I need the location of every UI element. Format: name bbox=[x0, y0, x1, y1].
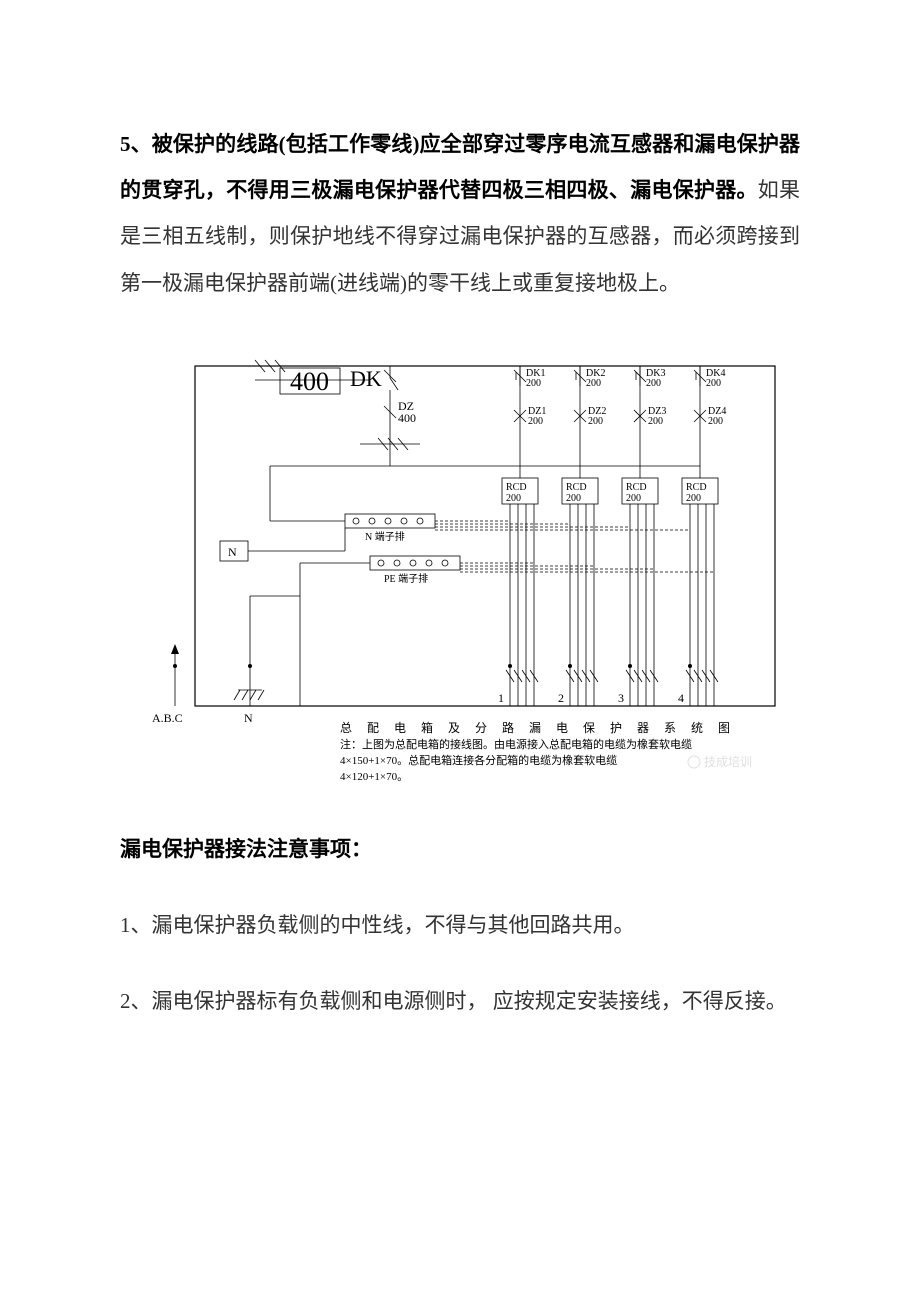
svg-text:2: 2 bbox=[558, 691, 564, 705]
diagram-caption-note3: 4×120+1×70。 bbox=[340, 771, 408, 783]
note-1: 1、漏电保护器负载侧的中性线，不得与其他回路共用。 bbox=[120, 902, 800, 948]
main-dk-switch bbox=[384, 366, 398, 402]
watermark: 技成培训 bbox=[688, 754, 752, 769]
section-heading-notes: 漏电保护器接法注意事项： bbox=[120, 826, 800, 872]
svg-text:PE 端子排: PE 端子排 bbox=[384, 572, 428, 585]
svg-text:RCD: RCD bbox=[626, 482, 647, 493]
cabinet-outline bbox=[195, 366, 775, 706]
svg-text:200: 200 bbox=[566, 493, 581, 504]
incoming-phase-top bbox=[255, 360, 285, 372]
para1-bold: 5、被保护的线路(包括工作零线)应全部穿过零序电流互感器和漏电保护器的贯穿孔，不… bbox=[120, 132, 800, 202]
svg-text:400: 400 bbox=[398, 411, 416, 425]
svg-text:技成培训: 技成培训 bbox=[704, 754, 752, 769]
incoming-abc: A.B.C bbox=[152, 644, 183, 725]
pe-terminal-bar: PE 端子排 bbox=[370, 556, 460, 585]
svg-text:N: N bbox=[244, 711, 253, 725]
svg-text:RCD: RCD bbox=[566, 482, 587, 493]
branch-1: DK1 200 DZ1 200 RCD 200 1 bbox=[435, 366, 546, 706]
wiring-diagram-svg: 400 DK DZ 400 N N 端子排 bbox=[140, 346, 780, 786]
svg-text:200: 200 bbox=[708, 416, 723, 427]
svg-text:200: 200 bbox=[506, 493, 521, 504]
svg-text:RCD: RCD bbox=[686, 482, 707, 493]
main-rating-label: 400 bbox=[290, 367, 329, 396]
svg-text:RCD: RCD bbox=[506, 482, 527, 493]
wiring-diagram: 400 DK DZ 400 N N 端子排 bbox=[120, 346, 800, 786]
n-label: N bbox=[228, 545, 237, 559]
svg-text:3: 3 bbox=[618, 691, 624, 705]
svg-text:200: 200 bbox=[586, 378, 601, 389]
svg-text:200: 200 bbox=[686, 493, 701, 504]
svg-text:200: 200 bbox=[526, 378, 541, 389]
svg-text:N 端子排: N 端子排 bbox=[365, 530, 405, 543]
svg-text:200: 200 bbox=[706, 378, 721, 389]
svg-text:200: 200 bbox=[648, 416, 663, 427]
svg-text:4: 4 bbox=[678, 691, 684, 705]
branch-3: DK3 200 DZ3 200 RCD 200 3 bbox=[435, 366, 666, 706]
paragraph-5: 5、被保护的线路(包括工作零线)应全部穿过零序电流互感器和漏电保护器的贯穿孔，不… bbox=[120, 121, 800, 306]
diagram-caption-title: 总 配 电 箱 及 分 路 漏 电 保 护 器 系 统 图 bbox=[340, 720, 736, 735]
n-terminal-bar: N 端子排 bbox=[345, 514, 435, 543]
main-dk-label: DK bbox=[350, 366, 382, 391]
main-dz: DZ 400 bbox=[384, 399, 416, 425]
svg-text:200: 200 bbox=[528, 416, 543, 427]
svg-text:1: 1 bbox=[498, 691, 504, 705]
svg-text:A.B.C: A.B.C bbox=[152, 711, 183, 725]
diagram-caption-note1: 注：上图为总配电箱的接线图。由电源接入总配电箱的电缆为橡套软电缆 bbox=[340, 737, 692, 751]
diagram-caption-note2: 4×150+1×70。总配电箱连接各分配箱的电缆为橡套软电缆 bbox=[340, 753, 617, 767]
svg-text:200: 200 bbox=[588, 416, 603, 427]
svg-text:200: 200 bbox=[626, 493, 641, 504]
svg-text:200: 200 bbox=[646, 378, 661, 389]
note-2: 2、漏电保护器标有负载侧和电源侧时， 应按规定安装接线，不得反接。 bbox=[120, 978, 800, 1024]
